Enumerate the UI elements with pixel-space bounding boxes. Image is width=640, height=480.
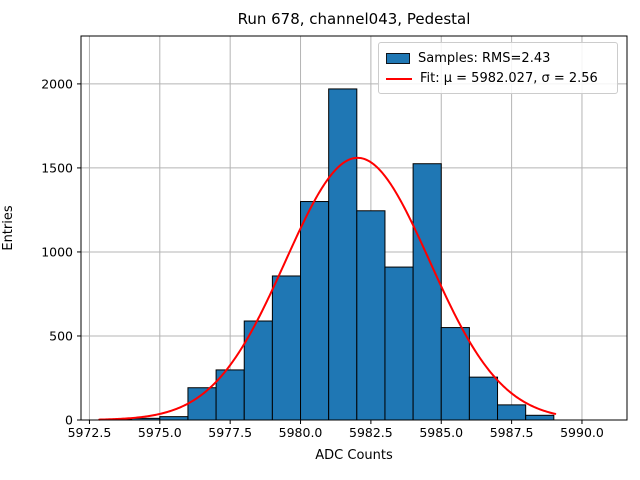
y-tick-label: 0	[65, 413, 73, 428]
x-tick-label: 5985.0	[419, 425, 463, 440]
chart-title: Run 678, channel043, Pedestal	[237, 10, 471, 28]
y-tick-label: 1000	[41, 244, 73, 259]
x-tick-label: 5980.0	[279, 425, 323, 440]
fit-line-swatch-icon	[386, 77, 412, 80]
legend-label-fit: Fit: μ = 5982.027, σ = 2.56	[420, 71, 598, 87]
legend-entry-fit: Fit: μ = 5982.027, σ = 2.56	[386, 69, 609, 89]
histogram-bar	[356, 210, 386, 421]
histogram-bar	[159, 416, 189, 421]
histogram-bar	[468, 376, 499, 421]
fit-curve	[98, 156, 557, 421]
x-tick-label: 5987.5	[490, 425, 534, 440]
legend: Samples: RMS=2.43 Fit: μ = 5982.027, σ =…	[378, 42, 618, 94]
x-tick-label: 5972.5	[68, 425, 112, 440]
histogram-bar	[384, 266, 414, 421]
histogram-bar	[497, 404, 527, 421]
histogram-swatch-icon	[386, 52, 410, 64]
histogram-bar	[300, 201, 330, 421]
x-tick-label: 5990.0	[560, 425, 604, 440]
y-tick-label: 500	[49, 328, 73, 343]
x-tick-label: 5982.5	[349, 425, 393, 440]
y-tick-label: 1500	[41, 160, 73, 175]
axes-spines	[80, 35, 628, 421]
histogram-bar	[271, 275, 302, 421]
histogram-bar	[187, 387, 217, 421]
legend-label-samples: Samples: RMS=2.43	[418, 50, 551, 66]
legend-entry-samples: Samples: RMS=2.43	[386, 48, 609, 68]
histogram-bar	[412, 163, 442, 421]
x-axis-label: ADC Counts	[315, 448, 393, 463]
y-tick-label: 2000	[41, 76, 73, 91]
x-tick-label: 5975.0	[138, 425, 182, 440]
histogram-bar	[525, 414, 555, 421]
histogram-bar	[440, 327, 470, 421]
x-tick-label: 5977.5	[208, 425, 252, 440]
histogram-bar	[328, 88, 358, 421]
